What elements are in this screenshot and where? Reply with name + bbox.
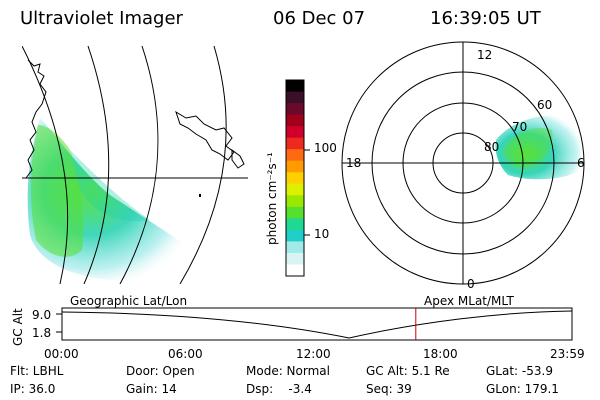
status-gain: Gain: 14: [126, 382, 177, 396]
colorbar-unit-label: photon cm⁻²s⁻¹: [265, 152, 279, 245]
coastline: [231, 149, 245, 169]
colorbar-stripe: [286, 114, 304, 127]
polar-lat-70: 70: [512, 120, 528, 134]
status-door: Door: Open: [126, 364, 195, 378]
colorbar-stripe: [286, 206, 304, 219]
x-tick-1800: 18:00: [423, 347, 458, 361]
colorbar-stripe: [286, 137, 304, 150]
colorbar-stripe: [286, 229, 304, 243]
colorbar-stripe: [286, 195, 304, 208]
polar-mlt-18: 18: [346, 156, 362, 170]
polar-mlt-0: 0: [467, 277, 475, 291]
x-tick-0600: 06:00: [168, 347, 203, 361]
altitude-timeline: [56, 307, 573, 341]
grid-line: [22, 46, 69, 284]
colorbar-stripe: [286, 241, 304, 254]
altitude-curve: [61, 310, 573, 339]
polar-plot: [341, 41, 585, 285]
auroral-emission-core: [30, 125, 84, 257]
status-ip: IP: 36.0: [10, 382, 56, 396]
y-axis-label: GC Alt: [11, 308, 25, 346]
grid-line: [119, 46, 159, 284]
x-tick-2359: 23:59: [550, 347, 585, 361]
colorbar-stripe: [286, 160, 304, 173]
coastline: [25, 59, 47, 179]
grid-line: [179, 46, 227, 284]
colorbar-stripe: [286, 126, 304, 139]
colorbar-stripe: [286, 172, 304, 185]
colorbar-stripe: [286, 218, 304, 231]
status-filter: Flt: LBHL: [10, 364, 64, 378]
observation-date: 06 Dec 07: [273, 8, 366, 29]
colorbar: [285, 79, 310, 277]
colorbar-stripe: [286, 183, 304, 196]
polar-lat-80: 80: [484, 140, 500, 154]
colorbar-tick-100: 100: [314, 141, 337, 155]
status-glat: GLat: -53.9: [486, 364, 553, 378]
polar-mlt-12: 12: [477, 48, 493, 62]
map-projection-label: Geographic Lat/Lon: [70, 294, 188, 308]
colorbar-stripe: [286, 264, 304, 277]
x-tick-1200: 12:00: [296, 347, 331, 361]
status-gc-alt: GC Alt: 5.1 Re: [366, 364, 450, 378]
colorbar-stripe: [286, 252, 304, 266]
observation-time: 16:39:05 UT: [430, 8, 541, 29]
y-tick-9: 9.0: [32, 308, 52, 322]
polar-mlt-6: 6: [577, 156, 585, 170]
status-dsp: Dsp: -3.4: [246, 382, 312, 396]
colorbar-stripe: [286, 103, 304, 116]
x-tick-0000: 00:00: [44, 347, 79, 361]
grid-line: [83, 46, 110, 284]
instrument-title: Ultraviolet Imager: [20, 8, 183, 29]
polar-lat-60: 60: [537, 98, 553, 112]
status-seq: Seq: 39: [366, 382, 412, 396]
y-tick-1-8: 1.8: [32, 326, 52, 340]
colorbar-stripe: [286, 149, 304, 162]
status-mode: Mode: Normal: [246, 364, 330, 378]
island-marker: [199, 194, 201, 197]
colorbar-tick-10: 10: [314, 227, 330, 241]
colorbar-stripe: [286, 91, 304, 104]
polar-coord-label: Apex MLat/MLT: [424, 294, 514, 308]
colorbar-stripe: [286, 80, 304, 93]
geographic-map: [22, 46, 248, 284]
status-glon: GLon: 179.1: [486, 382, 559, 396]
